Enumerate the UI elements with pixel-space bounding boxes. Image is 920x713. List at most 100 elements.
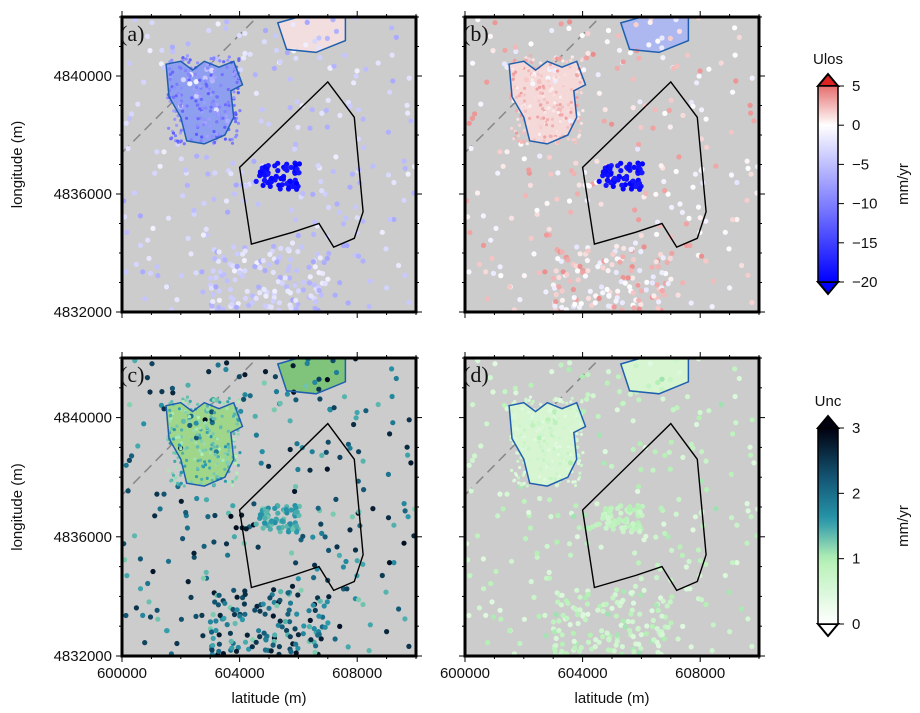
data-point — [217, 105, 222, 109]
data-point — [293, 397, 299, 403]
data-point — [679, 552, 686, 559]
data-point — [630, 600, 637, 606]
data-point — [209, 285, 215, 291]
data-point — [192, 429, 196, 433]
data-point — [210, 478, 214, 482]
data-point — [747, 102, 753, 108]
data-point — [655, 649, 661, 655]
data-point — [542, 269, 548, 275]
data-point — [628, 590, 634, 596]
data-point — [266, 463, 272, 469]
data-point — [504, 491, 510, 497]
data-point — [312, 379, 318, 385]
data-point — [605, 515, 611, 521]
data-point — [223, 137, 227, 141]
data-point — [487, 375, 493, 381]
data-point — [527, 69, 531, 73]
data-point — [537, 441, 541, 445]
data-point — [205, 476, 209, 480]
data-point — [325, 620, 331, 626]
data-point — [207, 87, 211, 91]
data-point — [319, 110, 325, 116]
data-point — [736, 34, 742, 40]
data-point — [149, 20, 155, 26]
x-tick-label: 608000 — [332, 665, 382, 682]
data-point — [538, 466, 543, 470]
data-point — [177, 101, 181, 105]
data-point — [493, 568, 499, 575]
data-point — [548, 404, 553, 408]
data-point — [495, 513, 501, 519]
data-point — [585, 50, 591, 56]
data-point — [528, 579, 534, 585]
data-point — [668, 97, 674, 103]
data-point — [343, 215, 349, 221]
data-point — [324, 599, 330, 605]
data-point — [213, 452, 217, 456]
data-point — [406, 75, 412, 81]
city-outline — [508, 60, 587, 145]
data-point — [213, 618, 219, 624]
data-point — [241, 257, 247, 264]
data-point — [306, 280, 312, 286]
data-point — [690, 445, 696, 451]
data-point — [553, 635, 559, 642]
data-point — [188, 594, 194, 601]
data-point — [316, 45, 322, 51]
data-point — [196, 402, 200, 406]
data-point — [223, 103, 228, 107]
data-point — [570, 396, 574, 400]
data-point — [327, 65, 333, 71]
colorbar-tick-label: 3 — [852, 420, 860, 437]
data-point — [189, 480, 193, 484]
data-point — [507, 284, 513, 290]
data-point — [231, 611, 238, 618]
data-point — [566, 25, 572, 31]
data-point — [548, 514, 554, 520]
data-point — [152, 170, 158, 176]
data-point — [354, 68, 360, 74]
data-point — [209, 73, 213, 77]
data-point — [572, 645, 578, 651]
data-point — [614, 243, 620, 249]
data-point — [556, 140, 560, 144]
data-point — [594, 501, 600, 507]
data-point — [349, 171, 355, 177]
data-point — [577, 263, 583, 269]
data-point — [603, 525, 609, 531]
data-point — [688, 99, 695, 105]
data-point — [654, 575, 660, 581]
data-point — [228, 480, 232, 484]
data-point — [538, 124, 543, 128]
data-point — [125, 145, 131, 152]
data-point — [271, 65, 277, 71]
data-point — [631, 507, 637, 513]
data-point — [541, 94, 545, 98]
data-point — [549, 433, 554, 437]
data-point — [575, 96, 579, 100]
data-point — [123, 612, 129, 619]
data-point — [651, 637, 657, 643]
data-point — [530, 81, 536, 87]
data-point — [615, 163, 621, 169]
survey-outline — [238, 422, 364, 592]
data-point — [154, 264, 160, 270]
data-point — [266, 262, 272, 268]
data-point — [336, 209, 342, 215]
data-point — [688, 441, 695, 447]
data-point — [198, 420, 202, 424]
data-point — [253, 639, 259, 645]
data-point — [327, 407, 333, 413]
data-point — [262, 303, 268, 309]
data-point — [270, 642, 276, 648]
data-point — [665, 281, 671, 287]
data-point — [230, 483, 235, 488]
data-point — [638, 592, 644, 598]
data-point — [544, 543, 550, 549]
data-point — [185, 116, 189, 120]
data-point — [480, 586, 487, 592]
data-point — [396, 606, 402, 612]
data-point — [262, 268, 268, 274]
data-point — [576, 182, 582, 188]
data-point — [546, 463, 551, 467]
